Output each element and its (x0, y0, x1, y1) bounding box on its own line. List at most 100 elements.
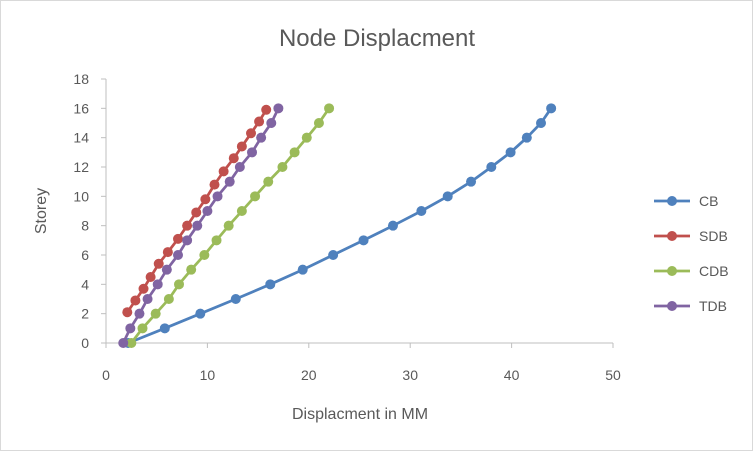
data-point-tdb (142, 294, 153, 304)
data-point-tdb (202, 206, 213, 216)
data-point-cb (297, 264, 308, 275)
x-tick-label: 50 (605, 367, 621, 383)
data-point-sdb (246, 128, 257, 139)
legend-item-sdb: SDB (654, 228, 728, 244)
data-point-cdb (174, 279, 185, 290)
data-point-sdb (228, 153, 239, 164)
data-point-sdb (200, 194, 211, 205)
data-point-cdb (186, 264, 197, 275)
data-point-cb (521, 132, 532, 143)
data-point-cdb (301, 132, 312, 143)
data-point-cb (328, 250, 339, 260)
data-point-cdb (150, 308, 161, 319)
x-tick-label: 0 (102, 367, 110, 383)
data-point-sdb (254, 116, 265, 127)
legend: CB SDB CDB TDB (654, 193, 729, 314)
data-point-cdb (277, 162, 288, 172)
data-point-tdb (256, 132, 267, 143)
legend-label: TDB (699, 298, 727, 314)
data-point-cdb (313, 118, 324, 128)
y-tick-label: 10 (73, 188, 89, 204)
legend-label: CB (699, 193, 718, 209)
data-point-tdb (266, 118, 277, 128)
data-point-cb (486, 162, 497, 172)
data-point-tdb (161, 264, 172, 275)
y-tick-label: 0 (81, 335, 89, 351)
data-point-cdb (324, 103, 335, 114)
data-point-tdb (192, 220, 203, 231)
x-tick-label: 20 (301, 367, 317, 383)
series-cdb (126, 103, 335, 348)
data-point-sdb (130, 295, 141, 306)
x-axis-title: Displacment in MM (292, 406, 428, 423)
y-tick-label: 2 (81, 306, 89, 322)
legend-label: SDB (699, 228, 728, 244)
data-point-tdb (234, 162, 245, 172)
y-tick-label: 14 (73, 130, 89, 146)
y-tick-label: 8 (81, 218, 89, 234)
data-point-cdb (211, 235, 222, 246)
series-tdb (118, 103, 284, 348)
legend-label: CDB (699, 263, 729, 279)
data-point-tdb (125, 323, 136, 334)
y-tick-label: 16 (73, 100, 89, 116)
data-point-cb (466, 176, 477, 187)
data-point-sdb (236, 141, 247, 152)
data-point-tdb (172, 250, 183, 260)
data-point-cb (358, 235, 369, 246)
data-point-sdb (218, 166, 229, 177)
y-tick-label: 12 (73, 159, 89, 175)
axis-ticks: 0 10 20 30 40 50 0 2 4 6 8 10 12 14 16 18 (73, 71, 621, 383)
data-point-cdb (223, 220, 234, 231)
data-point-tdb (212, 191, 223, 202)
series-layer (118, 103, 557, 348)
data-point-cdb (289, 147, 300, 158)
y-tick-label: 18 (73, 71, 89, 87)
data-point-cb (416, 206, 427, 216)
data-point-cb (387, 220, 398, 231)
y-tick-label: 6 (81, 247, 89, 263)
data-point-cdb (250, 191, 261, 202)
legend-marker (667, 196, 677, 206)
data-point-cdb (137, 323, 148, 334)
data-point-cb (505, 147, 516, 158)
data-point-tdb (247, 147, 258, 158)
x-tick-label: 30 (402, 367, 418, 383)
data-point-tdb (118, 338, 129, 348)
data-point-sdb (145, 272, 156, 282)
data-point-cdb (263, 176, 274, 187)
data-point-sdb (172, 233, 183, 244)
data-point-sdb (153, 258, 164, 269)
series-cb (123, 103, 557, 348)
x-tick-label: 10 (200, 367, 216, 383)
data-point-tdb (182, 235, 193, 246)
legend-marker (667, 301, 677, 311)
y-axis-title: Storey (33, 188, 50, 234)
data-point-cb (442, 191, 453, 202)
data-point-sdb (138, 283, 149, 294)
legend-item-tdb: TDB (654, 298, 727, 314)
data-point-sdb (122, 307, 133, 318)
data-point-sdb (209, 179, 220, 190)
series-sdb (122, 104, 272, 318)
legend-item-cb: CB (654, 193, 718, 209)
data-point-sdb (191, 207, 202, 218)
data-point-cb (230, 294, 241, 304)
data-point-cb (546, 103, 557, 114)
data-point-tdb (134, 308, 145, 319)
data-point-cdb (163, 294, 174, 304)
data-point-tdb (152, 279, 163, 290)
y-tick-label: 4 (81, 276, 89, 292)
data-point-cb (195, 308, 206, 319)
data-point-tdb (224, 176, 235, 187)
legend-item-cdb: CDB (654, 263, 729, 279)
x-tick-label: 40 (504, 367, 520, 383)
legend-marker (667, 266, 677, 276)
data-point-cdb (236, 206, 247, 216)
data-point-cdb (126, 338, 137, 348)
data-point-cb (265, 279, 276, 290)
data-point-sdb (182, 220, 193, 231)
data-point-cb (159, 323, 170, 334)
